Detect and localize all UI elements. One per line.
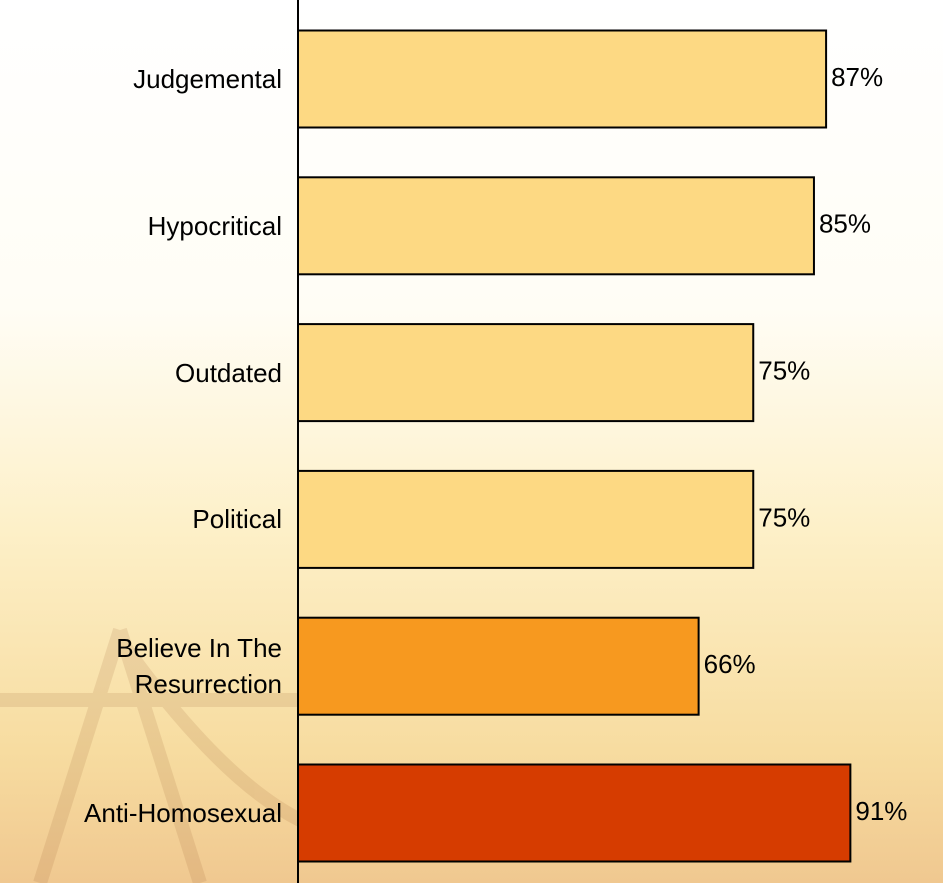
value-label: 87%: [831, 62, 883, 92]
category-label: Hypocritical: [32, 208, 282, 244]
bar: [298, 31, 826, 128]
value-label: 66%: [704, 649, 756, 679]
value-label: 85%: [819, 209, 871, 239]
category-label: Outdated: [32, 355, 282, 391]
category-label: Political: [32, 501, 282, 537]
bar: [298, 324, 753, 421]
page: 87%85%75%75%66%91% (() => { const data =…: [0, 0, 943, 883]
category-label: Anti-Homosexual: [32, 795, 282, 831]
bar: [298, 765, 850, 862]
value-label: 75%: [758, 502, 810, 532]
chart: 87% 85% 75% 75% 66% 91%: [0, 0, 943, 883]
value-label: 91%: [855, 796, 907, 826]
value-label: 75%: [758, 355, 810, 385]
category-label: Judgemental: [32, 61, 282, 97]
bar: [298, 177, 814, 274]
bar: [298, 471, 753, 568]
category-label: Believe In The Resurrection: [32, 630, 282, 702]
bar: [298, 618, 699, 715]
